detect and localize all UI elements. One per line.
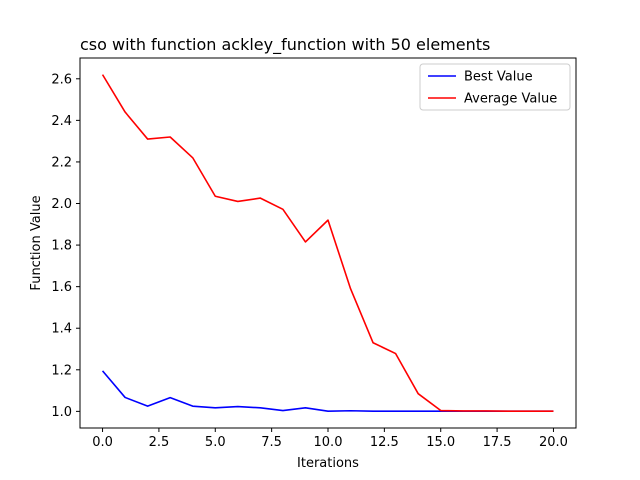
chart-title: cso with function ackley_function with 5… xyxy=(80,35,490,55)
x-tick-label: 15.0 xyxy=(426,435,455,450)
x-tick-label: 17.5 xyxy=(483,435,512,450)
y-tick-label: 1.8 xyxy=(51,239,72,254)
series-line-average-value xyxy=(101,74,554,412)
legend-label: Average Value xyxy=(464,92,557,107)
x-tick-label: 20.0 xyxy=(539,435,568,450)
x-tick-label: 7.5 xyxy=(261,435,282,450)
x-axis: 0.0 2.5 5.0 7.5 10.0 12.5 15.0 17.5 20.0 xyxy=(92,428,568,450)
y-tick-label: 2.4 xyxy=(51,114,72,129)
y-tick-label: 1.2 xyxy=(51,363,72,378)
y-tick-label: 2.6 xyxy=(51,72,72,87)
legend-box xyxy=(419,63,571,111)
y-tick-label: 1.0 xyxy=(51,405,72,420)
legend-label: Best Value xyxy=(464,70,533,85)
x-axis-label: Iterations xyxy=(297,456,359,471)
y-axis-label: Function Value xyxy=(29,195,44,290)
x-tick-label: 12.5 xyxy=(370,435,399,450)
y-tick-label: 2.2 xyxy=(51,155,72,170)
x-tick-label: 2.5 xyxy=(149,435,170,450)
x-tick-label: 10.0 xyxy=(314,435,343,450)
y-tick-label: 1.6 xyxy=(51,280,72,295)
y-tick-label: 1.4 xyxy=(51,322,72,337)
legend: Best Value Average Value xyxy=(419,63,571,111)
y-axis: 1.0 1.2 1.4 1.6 1.8 2.0 2.2 2.4 2.6 xyxy=(51,72,80,420)
x-tick-label: 0.0 xyxy=(92,435,113,450)
plot-lines xyxy=(101,74,554,412)
y-tick-label: 2.0 xyxy=(51,197,72,212)
x-tick-label: 5.0 xyxy=(205,435,226,450)
